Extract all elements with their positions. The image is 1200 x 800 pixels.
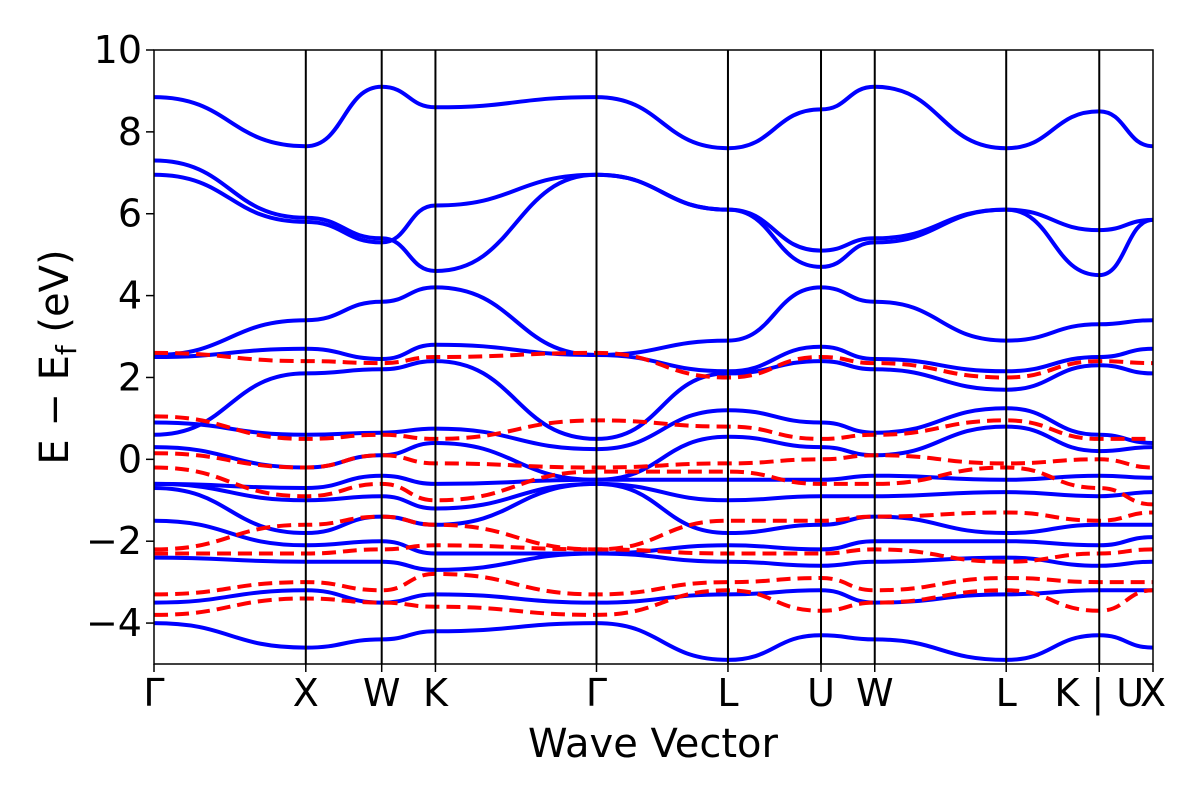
y-tick-label: 0	[118, 437, 142, 481]
x-tick-label: Γ	[586, 671, 607, 715]
y-tick-label: 8	[118, 110, 142, 154]
band-line-solid	[154, 621, 1153, 662]
y-tick-label: −4	[86, 601, 142, 645]
band-line-solid	[154, 518, 1153, 556]
band-line-solid	[154, 84, 1153, 151]
band-line-dashed	[154, 465, 1153, 507]
x-tick-label: W	[363, 671, 401, 715]
x-tick-label: K | U	[1054, 671, 1144, 716]
band-line-solid	[154, 551, 1153, 572]
band-line-solid	[154, 473, 1153, 490]
y-axis-label-sub: f	[50, 344, 83, 355]
x-tick-label: W	[856, 671, 894, 715]
band-line-dashed	[154, 414, 1153, 441]
y-axis-ticks: −4 −2 0 2 4 6 8 10	[86, 28, 154, 645]
y-axis-label-main: E − E	[32, 355, 78, 465]
band-line-solid	[154, 588, 1153, 605]
x-tick-label: X	[1140, 671, 1166, 715]
y-tick-label: 6	[118, 192, 142, 236]
band-line-dashed	[154, 451, 1153, 470]
band-line-solid	[154, 158, 1153, 278]
y-tick-label: 10	[94, 28, 142, 72]
x-tick-label: Γ	[143, 671, 164, 715]
band-line-solid	[154, 406, 1153, 452]
y-tick-label: 2	[118, 355, 142, 399]
x-tick-label: L	[717, 671, 738, 715]
high-symmetry-lines	[304, 50, 1101, 664]
band-line-solid	[154, 172, 1153, 269]
y-axis-label: E − Ef (eV)	[32, 249, 83, 464]
x-tick-label: K	[423, 671, 449, 715]
band-line-solid	[154, 285, 1153, 357]
band-line-solid	[154, 342, 1153, 374]
band-line-dashed	[154, 543, 1153, 564]
x-tick-label: L	[996, 671, 1017, 715]
plot-frame	[153, 49, 1154, 665]
x-axis-label: Wave Vector	[528, 721, 779, 767]
y-tick-label: −2	[86, 519, 142, 563]
x-tick-label: U	[807, 671, 835, 715]
x-tick-label: X	[293, 671, 319, 715]
band-line-dashed	[154, 588, 1153, 617]
y-axis-label-unit: (eV)	[32, 249, 78, 345]
band-line-dashed	[154, 510, 1153, 552]
band-lines	[154, 84, 1153, 662]
y-tick-label: 4	[118, 274, 142, 318]
band-line-dashed	[154, 350, 1153, 380]
